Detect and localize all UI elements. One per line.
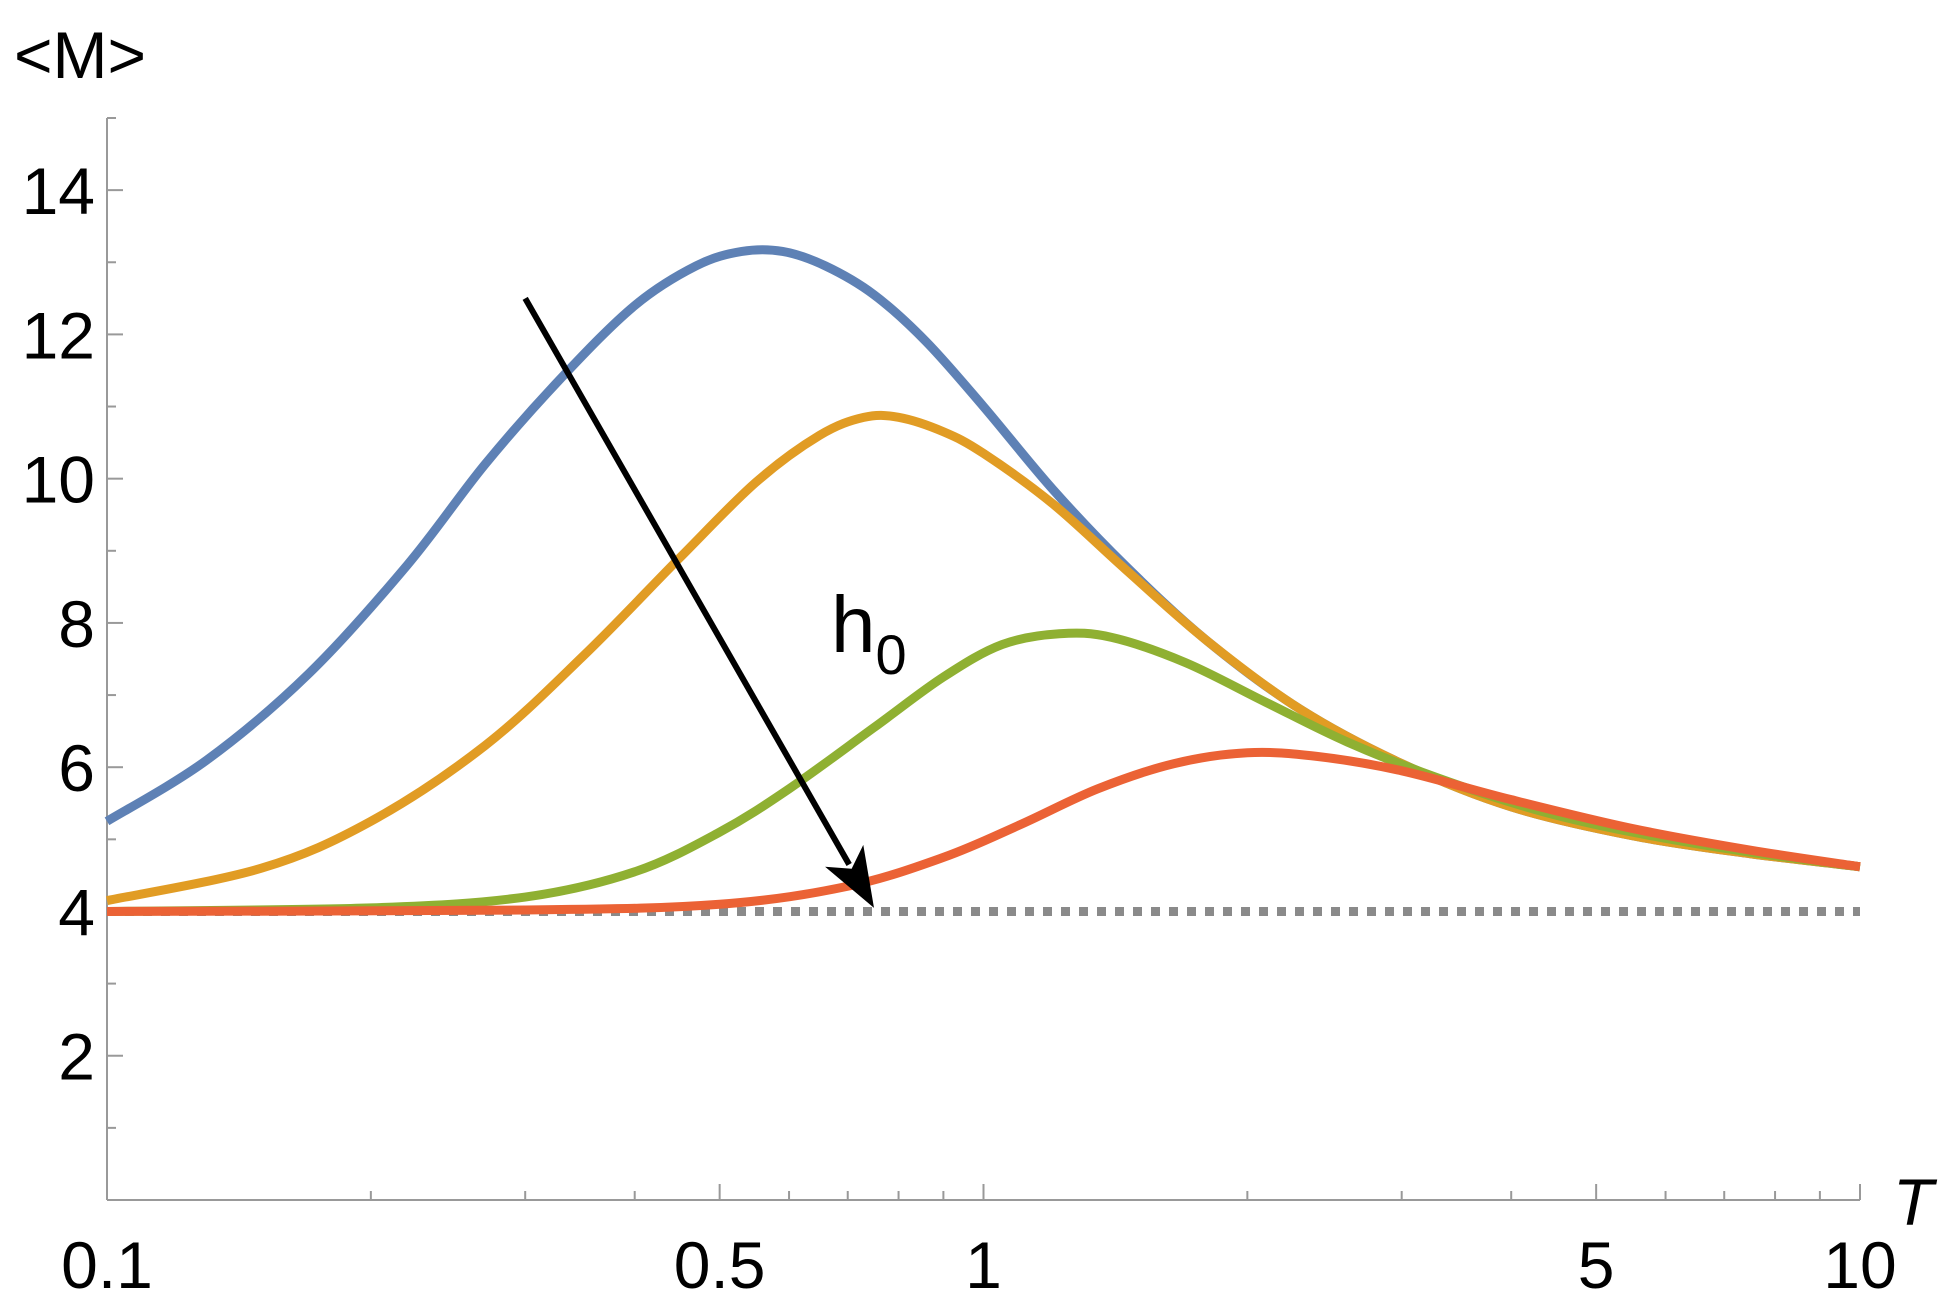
y-tick-label: 2 [58, 1020, 95, 1094]
x-axis-title: T [1893, 1165, 1938, 1239]
x-tick-label: 5 [1578, 1228, 1615, 1302]
y-axis-ticks: 2 4 6 8 10 12 14 [22, 117, 123, 1129]
x-axis-ticks: 0.1 0.5 1 5 10 [61, 1184, 1897, 1302]
h0-label-main: h [831, 580, 876, 669]
x-tick-label: 0.1 [61, 1228, 153, 1302]
y-tick-label: 8 [58, 587, 95, 661]
h0-label-subscript: 0 [876, 623, 907, 686]
annotation-layer: h0 [522, 296, 907, 908]
y-axis-title: <M> [14, 18, 146, 92]
x-tick-label: 10 [1823, 1228, 1896, 1302]
x-tick-label: 1 [965, 1228, 1002, 1302]
y-tick-label: 6 [58, 731, 95, 805]
series-line-3 [106, 628, 1861, 916]
series-line-4 [106, 747, 1861, 916]
y-tick-label: 10 [22, 443, 95, 517]
h0-arrow-shaft [522, 296, 852, 866]
series-line-1 [104, 245, 1861, 872]
h0-label: h0 [831, 580, 907, 686]
axes [106, 118, 1860, 1201]
series-layer [104, 245, 1861, 916]
y-tick-label: 12 [22, 298, 95, 372]
y-tick-label: 14 [22, 154, 95, 228]
h0-arrow-head [825, 844, 874, 908]
y-tick-label: 4 [58, 875, 95, 949]
x-tick-label: 0.5 [674, 1228, 766, 1302]
